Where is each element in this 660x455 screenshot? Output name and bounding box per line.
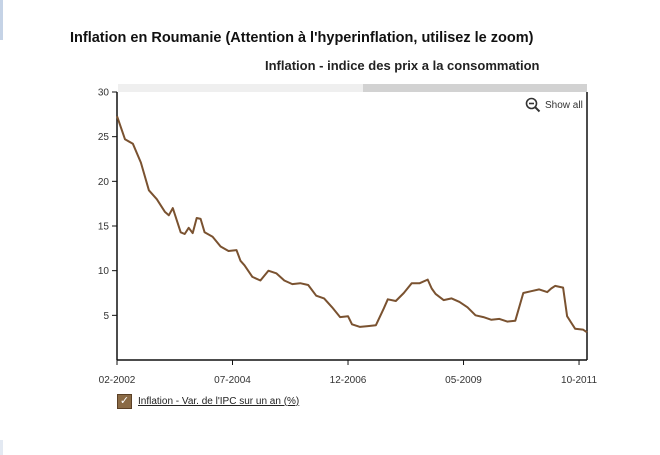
legend-checkbox[interactable]: ✓ bbox=[117, 394, 132, 409]
show-all-label: Show all bbox=[545, 99, 583, 111]
chart-title: Inflation - indice des prix a la consomm… bbox=[265, 58, 540, 73]
page-edge-accent bbox=[0, 0, 3, 40]
y-tick-label: 25 bbox=[98, 132, 110, 143]
page-edge-accent-bottom bbox=[0, 440, 3, 455]
zoom-out-icon bbox=[525, 97, 541, 113]
zoom-scrollbar-thumb[interactable] bbox=[363, 84, 587, 92]
x-axis-ticks: 02-2002 07-2004 12-2006 05-2009 10-2011 bbox=[99, 360, 597, 386]
y-tick-label: 20 bbox=[98, 177, 110, 188]
y-tick-label: 5 bbox=[103, 311, 109, 322]
legend: ✓ Inflation - Var. de l'IPC sur un an (%… bbox=[117, 394, 299, 409]
series-line-inflation bbox=[116, 115, 588, 334]
x-tick-label: 10-2011 bbox=[561, 375, 597, 386]
y-tick-label: 15 bbox=[98, 222, 110, 233]
x-tick-label: 05-2009 bbox=[445, 375, 482, 386]
y-tick-label: 10 bbox=[98, 266, 110, 277]
x-tick-label: 07-2004 bbox=[214, 375, 251, 386]
legend-item-inflation[interactable]: Inflation - Var. de l'IPC sur un an (%) bbox=[138, 396, 300, 407]
y-tick-label: 30 bbox=[98, 88, 110, 99]
page-title: Inflation en Roumanie (Attention à l'hyp… bbox=[70, 30, 534, 46]
x-tick-label: 12-2006 bbox=[330, 375, 367, 386]
zoom-scrollbar-track[interactable] bbox=[118, 84, 587, 92]
y-axis-ticks: 5 10 15 20 25 30 bbox=[98, 88, 117, 322]
show-all-button[interactable]: Show all bbox=[525, 97, 583, 113]
x-tick-label: 02-2002 bbox=[99, 375, 136, 386]
